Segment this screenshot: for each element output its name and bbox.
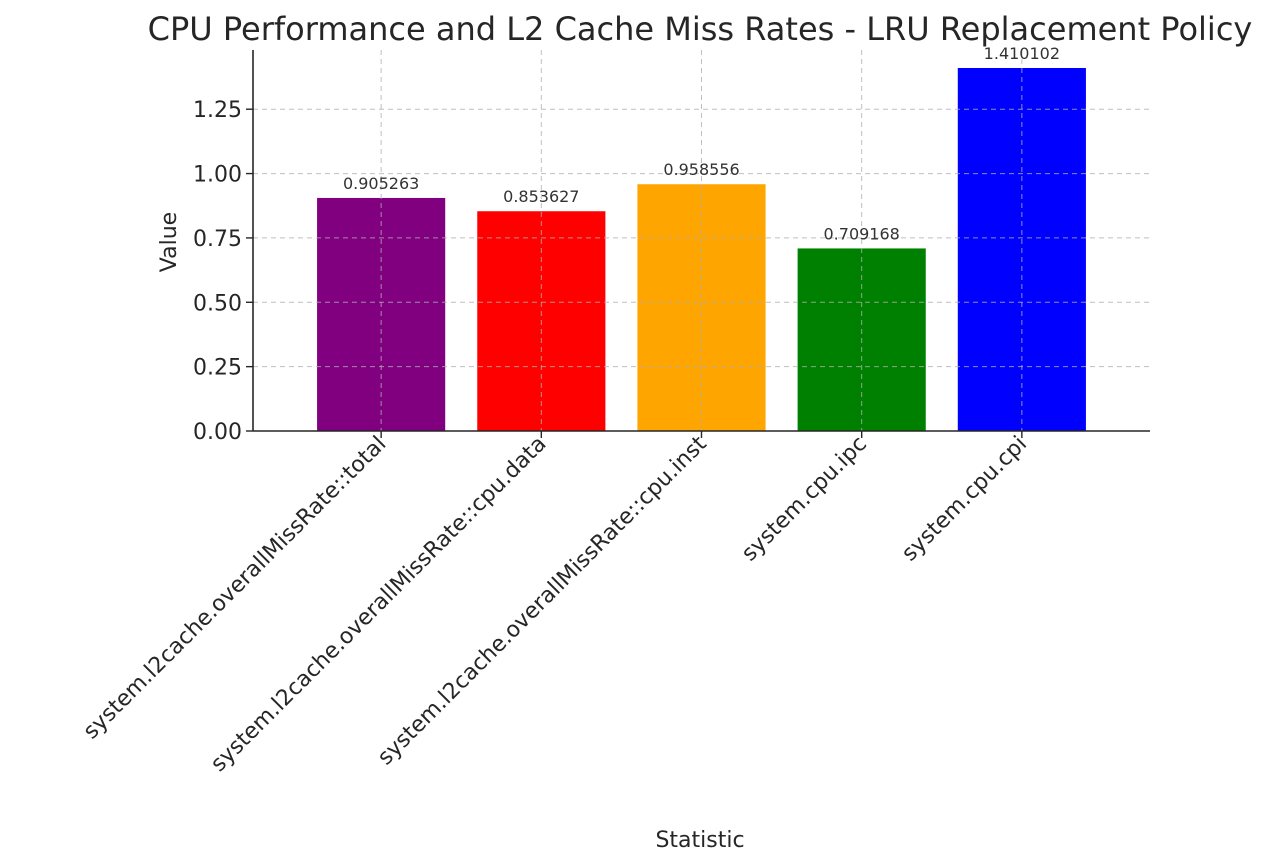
y-tick-label: 1.00 — [193, 163, 242, 188]
x-axis-label: Statistic — [655, 828, 744, 853]
y-tick-label: 1.25 — [193, 98, 242, 123]
x-tick-label: system.l2cache.overallMissRate::total — [79, 432, 392, 745]
bar-value-label: 0.905263 — [343, 174, 419, 193]
grid — [253, 50, 1150, 431]
chart-title: CPU Performance and L2 Cache Miss Rates … — [148, 10, 1253, 48]
y-tick-label: 0.75 — [193, 227, 242, 252]
y-tick-label: 0.50 — [193, 291, 242, 316]
x-axis-ticks: system.l2cache.overallMissRate::totalsys… — [79, 431, 1032, 777]
bar-value-label: 1.410102 — [984, 44, 1060, 63]
y-tick-label: 0.00 — [193, 420, 242, 445]
value-labels: 0.905263 0.853627 0.958556 0.709168 1.410102 — [343, 44, 1060, 243]
bar-value-label: 0.853627 — [503, 187, 579, 206]
x-tick-label: system.cpu.cpi — [897, 432, 1032, 567]
x-tick-label: system.l2cache.overallMissRate::cpu.data — [206, 432, 551, 777]
bar-value-label: 0.958556 — [663, 160, 739, 179]
x-tick-label: system.cpu.ipc — [737, 432, 872, 567]
y-tick-label: 0.25 — [193, 356, 242, 381]
y-axis-ticks: 0.00 0.25 0.50 0.75 1.00 1.25 — [193, 98, 253, 445]
x-tick-label: system.l2cache.overallMissRate::cpu.inst — [373, 431, 712, 770]
y-axis-label: Value — [157, 212, 182, 272]
bar-value-label: 0.709168 — [824, 224, 900, 243]
